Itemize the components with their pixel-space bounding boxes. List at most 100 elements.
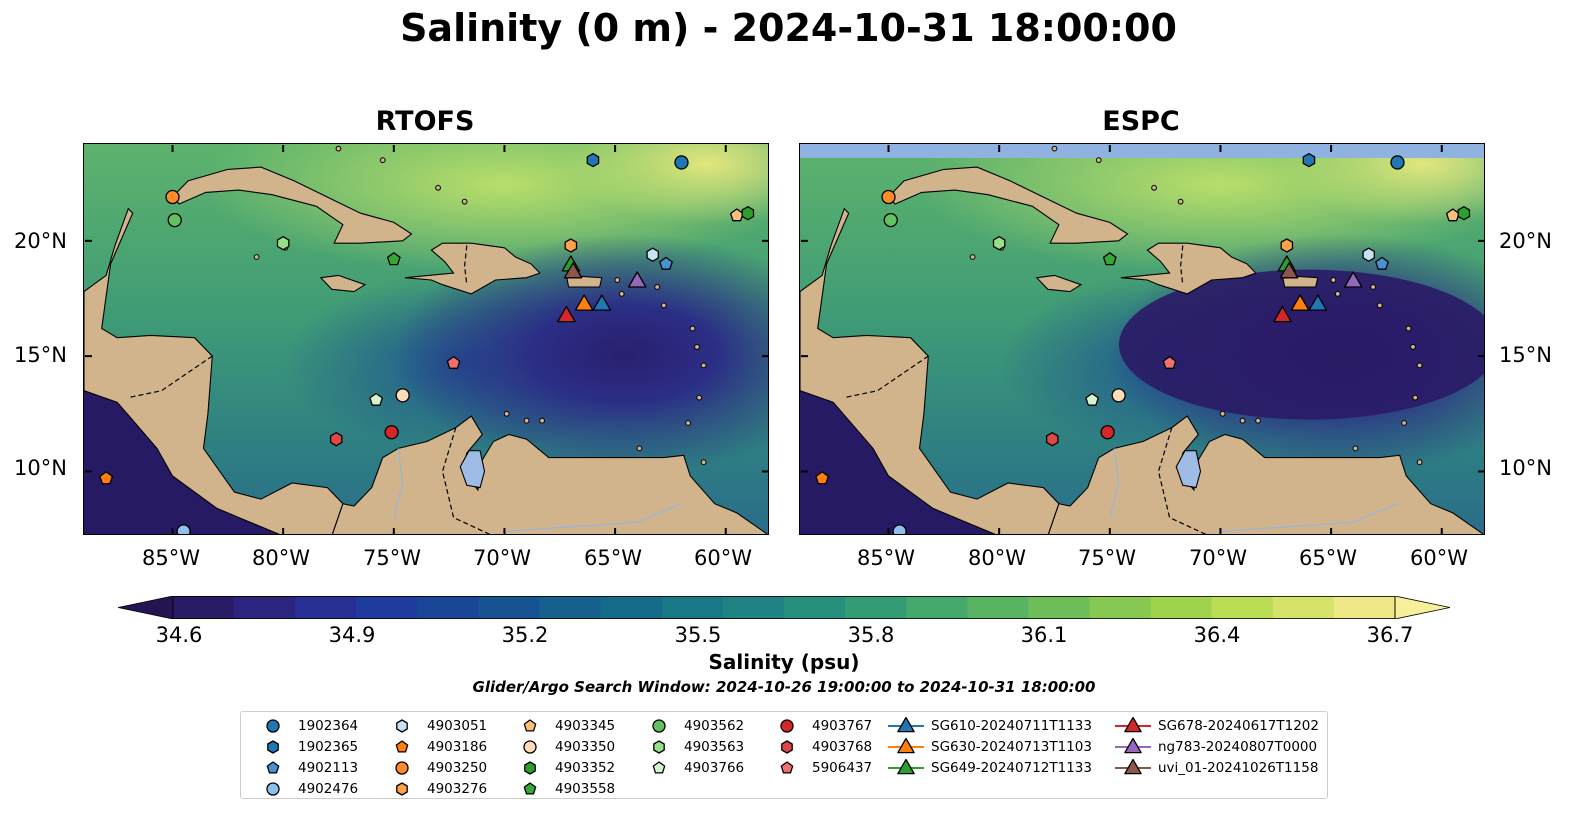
platform-marker-4903186[interactable] (99, 471, 113, 485)
figure-title: Salinity (0 m) - 2024-10-31 18:00:00 (400, 6, 1177, 50)
platform-marker-uvi_01-20241026T1158[interactable] (563, 262, 583, 279)
panel-title-espc: ESPC (1102, 106, 1180, 137)
legend-marker[interactable] (1124, 759, 1142, 775)
panel-title-rtofs: RTOFS (375, 106, 475, 137)
island (685, 420, 692, 426)
legend-marker[interactable] (523, 782, 537, 795)
legend-marker[interactable] (897, 759, 915, 775)
island (435, 184, 441, 191)
platform-marker-SG678-20240617T1202[interactable] (557, 305, 576, 323)
legend-marker[interactable] (653, 740, 665, 754)
colorbar-segment (173, 596, 235, 619)
legend-marker[interactable] (523, 740, 537, 754)
platform-marker-4903051[interactable] (646, 247, 659, 262)
island (503, 410, 510, 417)
platform-marker-4903186[interactable] (815, 471, 829, 485)
map-panel-espc[interactable] (799, 143, 1485, 535)
platform-marker-4903766[interactable] (369, 392, 383, 406)
legend-marker[interactable] (780, 719, 794, 733)
platform-marker-4902476[interactable] (892, 524, 907, 535)
platform-marker-uvi_01-20241026T1158[interactable] (1279, 262, 1299, 279)
island (1416, 459, 1423, 466)
legend-marker[interactable] (897, 738, 915, 754)
platform-marker-4903352[interactable] (741, 206, 755, 221)
legend-label: uvi_01-20241026T1158 (1158, 760, 1319, 776)
platform-marker-4903562[interactable] (883, 212, 898, 228)
platform-marker-5906437[interactable] (1162, 355, 1177, 369)
platform-marker-4903766[interactable] (1085, 392, 1099, 406)
triangle-marker-icon (888, 759, 924, 775)
legend-marker[interactable] (897, 717, 915, 733)
legend-marker[interactable] (652, 761, 666, 774)
platform-marker-4903350[interactable] (1111, 388, 1126, 403)
legend-marker[interactable] (266, 782, 280, 796)
lon-label-65-right: 65°W (1299, 546, 1357, 570)
platform-marker-4903767[interactable] (1100, 425, 1115, 440)
legend-marker[interactable] (266, 719, 280, 733)
legend-marker[interactable] (523, 719, 537, 732)
legend-marker[interactable] (1124, 738, 1142, 754)
island (614, 277, 621, 283)
platform-marker-4902113[interactable] (659, 256, 673, 270)
platform-marker-4903051[interactable] (1362, 247, 1375, 262)
legend-marker[interactable] (780, 761, 794, 774)
country-border (1179, 245, 1184, 285)
legend-label: 4903276 (427, 781, 488, 797)
platform-marker-SG610-20240711T1133[interactable] (1308, 294, 1328, 311)
platform-marker-4903250[interactable] (881, 189, 896, 205)
platform-marker-1902365[interactable] (1302, 152, 1316, 168)
platform-marker-4903563[interactable] (276, 236, 290, 251)
platform-marker-4903350[interactable] (395, 388, 410, 403)
legend-marker[interactable] (652, 719, 666, 733)
platform-marker-1902365[interactable] (586, 152, 600, 168)
legend-marker[interactable] (396, 782, 408, 796)
lon-label-75-right: 75°W (1078, 546, 1136, 570)
legend-marker[interactable] (781, 740, 793, 754)
legend-marker[interactable] (395, 761, 409, 775)
island (1370, 284, 1377, 290)
platform-marker-SG630-20240713T1103[interactable] (574, 294, 594, 311)
legend-marker[interactable] (267, 740, 279, 754)
platform-marker-4903345[interactable] (729, 208, 744, 222)
country-border (441, 427, 491, 534)
legend-label: 4903768 (812, 739, 873, 755)
triangle-marker-icon (1115, 738, 1151, 754)
platform-marker-1902364[interactable] (674, 155, 689, 170)
map-panel-rtofs[interactable] (83, 143, 769, 535)
platform-marker-4903768[interactable] (329, 432, 343, 447)
legend-marker[interactable] (524, 761, 536, 775)
hexagon-marker-icon (396, 782, 408, 796)
platform-marker-4903276[interactable] (564, 238, 578, 253)
platform-marker-4903558[interactable] (1102, 252, 1117, 266)
pentagon-marker-icon (652, 761, 666, 774)
central-america-land (84, 207, 344, 534)
platform-marker-4903768[interactable] (1045, 432, 1059, 447)
platform-marker-4903276[interactable] (1280, 238, 1294, 253)
platform-marker-4903558[interactable] (386, 252, 401, 266)
legend-marker[interactable] (266, 761, 280, 774)
platform-marker-5906437[interactable] (446, 355, 461, 369)
platform-marker-ng783-20240807T0000[interactable] (627, 271, 647, 288)
legend-label: 1902364 (298, 718, 359, 734)
platform-marker-4903345[interactable] (1445, 208, 1460, 222)
platform-marker-4903767[interactable] (384, 425, 399, 440)
platform-marker-SG678-20240617T1202[interactable] (1273, 305, 1292, 323)
legend-marker[interactable] (396, 719, 408, 733)
platform-marker-4903562[interactable] (167, 212, 182, 228)
legend-label: 4902113 (298, 760, 359, 776)
platform-marker-ng783-20240807T0000[interactable] (1343, 271, 1363, 288)
platform-marker-4902113[interactable] (1375, 256, 1389, 270)
platform-marker-4903563[interactable] (992, 236, 1006, 251)
platform-marker-SG630-20240713T1103[interactable] (1290, 294, 1310, 311)
platform-marker-4902476[interactable] (176, 524, 191, 535)
salinity-colorbar (118, 596, 1450, 619)
platform-marker-4903352[interactable] (1457, 206, 1471, 221)
legend-marker[interactable] (1124, 717, 1142, 733)
lon-label-80: 80°W (252, 546, 310, 570)
platform-marker-1902364[interactable] (1390, 155, 1405, 170)
platform-marker-SG610-20240711T1133[interactable] (592, 294, 612, 311)
legend-marker[interactable] (395, 740, 409, 753)
platform-marker-4903250[interactable] (165, 189, 180, 205)
island (700, 459, 707, 466)
legend-label: 4903767 (812, 718, 873, 734)
